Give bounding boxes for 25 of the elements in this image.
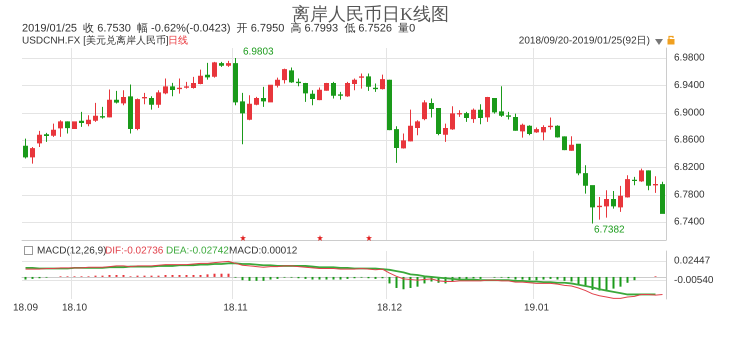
annotation: DEA:-0.02742 (166, 246, 230, 256)
annotation: DIF:-0.02736 (105, 246, 164, 256)
text: 2018/09/20-2019/01/25(92日) (518, 36, 650, 46)
y-tick-label: 6.9400 (674, 80, 706, 92)
annotation: MACD:0.00012 (229, 246, 298, 256)
x-tick-label: 19.01 (524, 302, 550, 314)
x-tick-label: 18.09 (12, 302, 38, 314)
chart-title: 离岸人民币日K线图 (292, 4, 449, 24)
y-tick-label: 6.9800 (674, 52, 706, 64)
x-tick-label: 18.11 (223, 302, 248, 314)
x-tick-label: 18.10 (62, 302, 88, 314)
y-tick-label: 0.02447 (674, 256, 711, 267)
x-tick-label: 18.12 (376, 302, 402, 314)
y-tick-label: 6.8200 (674, 162, 706, 174)
y-tick-label: 6.7400 (674, 216, 706, 228)
annotation: 6.7382 (594, 224, 626, 236)
chart-title: MACD(12,26,9) (37, 246, 106, 256)
annotation: 6.9803 (243, 46, 274, 58)
y-tick-label: 6.9000 (674, 107, 706, 118)
y-tick-label: 6.8600 (674, 134, 706, 146)
y-tick-label: 6.7800 (674, 189, 706, 200)
text: USDCNH.FX [美元兑离岸人民币] (22, 34, 169, 46)
text: 日线 (168, 34, 188, 46)
y-tick-label: -0.00540 (674, 274, 714, 286)
text: 2019/01/25 收 6.7530 幅 -0.62%(-0.0423) 开 6.7950 高 6.7993 低 6.7526 量0 (22, 22, 416, 34)
